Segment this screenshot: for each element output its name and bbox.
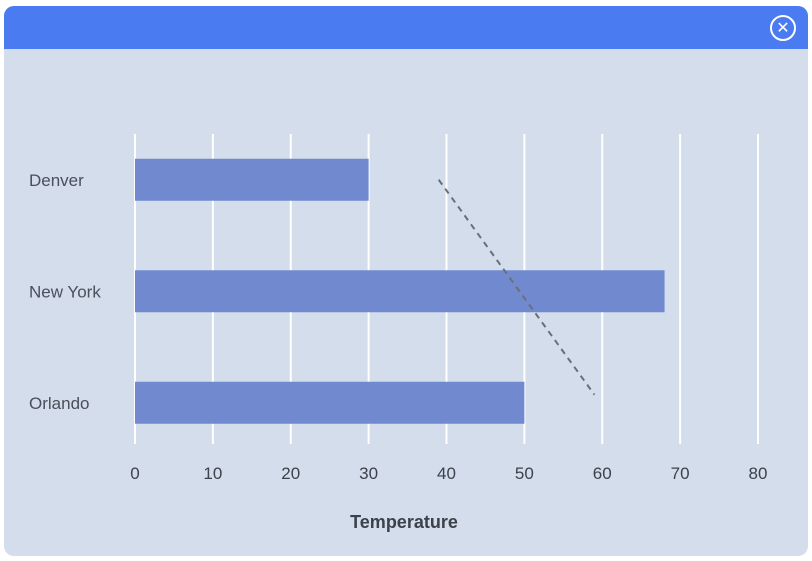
bar-new-york [135,270,665,313]
chart-dialog: ✕ 0 10 20 30 40 50 60 70 80 Denver New York Orlando… [4,6,808,556]
x-tick-label: 80 [749,464,768,483]
x-tick-label: 30 [359,464,378,483]
x-tick-label: 70 [671,464,690,483]
x-tick-label: 10 [203,464,222,483]
category-label: New York [29,282,101,301]
x-tick-label: 60 [593,464,612,483]
dialog-titlebar: ✕ [4,6,808,49]
category-label: Orlando [29,394,89,413]
bar-chart: 0 10 20 30 40 50 60 70 80 Denver New York Orlando T… [29,134,768,532]
x-axis-title: Temperature [350,512,458,532]
category-label: Denver [29,171,84,190]
x-tick-label: 50 [515,464,534,483]
close-icon[interactable]: ✕ [770,15,796,41]
x-tick-label: 0 [130,464,139,483]
x-tick-label: 20 [281,464,300,483]
trend-line [437,179,596,396]
x-tick-label: 40 [437,464,456,483]
bar-denver [135,158,369,201]
bar-orlando [135,381,525,424]
